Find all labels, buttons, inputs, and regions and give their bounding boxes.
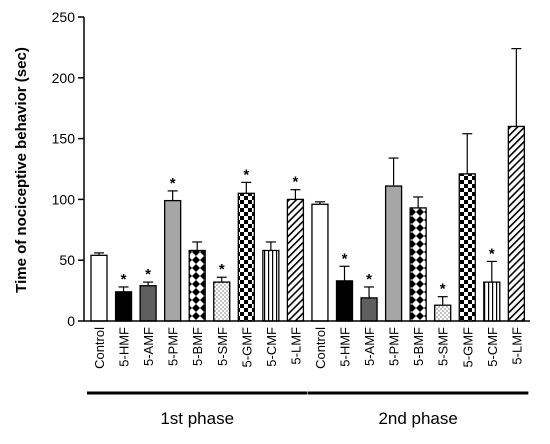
x-tick-label: 5-LMF [509, 327, 524, 365]
x-tick-label: 5-CMF [264, 327, 279, 367]
x-tick-label: 5-AMF [141, 327, 156, 366]
y-tick-label: 250 [52, 9, 76, 25]
x-tick-label: 5-SMF [215, 327, 230, 366]
bar-5-cmf [483, 281, 501, 322]
y-tick-label: 100 [52, 191, 76, 207]
significance-marker: * [243, 166, 249, 183]
significance-marker: * [489, 245, 495, 262]
y-tick-label: 50 [59, 252, 75, 268]
significance-marker: * [145, 266, 151, 283]
x-tick-label: 5-GMF [460, 327, 475, 368]
x-tick-label: Control [92, 327, 107, 369]
x-tick-label: 5-CMF [485, 327, 500, 367]
bar-5-hmf [114, 291, 133, 322]
phase-labels: 1st phase 2nd phase [87, 391, 529, 428]
x-tick-label: 5-HMF [117, 327, 132, 367]
bar-5-pmf [384, 185, 403, 322]
x-tick-label: 5-SMF [436, 327, 451, 366]
x-tick-label: 5-BMF [190, 327, 205, 366]
x-tick-label: 5-PMF [166, 327, 181, 366]
bar-5-lmf [286, 198, 305, 322]
x-tick-label: 5-BMF [411, 327, 426, 366]
significance-marker: * [440, 281, 446, 298]
bar-5-hmf [335, 280, 354, 322]
x-tick-label: 5-GMF [239, 327, 254, 368]
significance-marker: * [292, 174, 298, 191]
bar-5-bmf [188, 249, 206, 322]
x-tick-label: 5-LMF [288, 327, 303, 365]
bar-5-smf [213, 281, 231, 322]
bar-5-smf [434, 304, 452, 322]
significance-marker: * [342, 250, 348, 267]
bar-5-amf [139, 285, 157, 322]
y-tick-label: 200 [52, 70, 76, 86]
x-tick-label: Control [313, 327, 328, 369]
bar-5-gmf [458, 173, 476, 322]
bars: * * * * * * * * * * [90, 48, 526, 322]
significance-marker: * [219, 261, 225, 278]
bar-5-bmf [409, 207, 427, 322]
y-tick-label: 0 [67, 313, 75, 329]
significance-marker: * [170, 175, 176, 192]
y-axis: 0 50 100 150 200 250 [52, 9, 85, 329]
significance-marker: * [366, 271, 372, 288]
bar-5-pmf [163, 199, 182, 322]
y-axis-label: Time of nociceptive behavior (sec) [13, 47, 30, 293]
x-tick-label: 5-AMF [362, 327, 377, 366]
significance-marker: * [121, 271, 127, 288]
bar-5-gmf [237, 192, 255, 322]
bar-5-cmf [262, 249, 280, 322]
x-tick-labels: Control 5-HMF 5-AMF 5-PMF 5-BMF 5-SMF 5-GMF 5-C… [92, 327, 524, 369]
y-tick-label: 150 [52, 131, 76, 147]
phase-label: 1st phase [160, 409, 234, 428]
phase-label: 2nd phase [378, 409, 457, 428]
x-tick-label: 5-HMF [338, 327, 353, 367]
bar-control [311, 203, 329, 322]
bar-5-amf [360, 297, 378, 322]
x-tick-label: 5-PMF [387, 327, 402, 366]
bar-control [90, 254, 108, 322]
bar-5-lmf [507, 125, 526, 322]
